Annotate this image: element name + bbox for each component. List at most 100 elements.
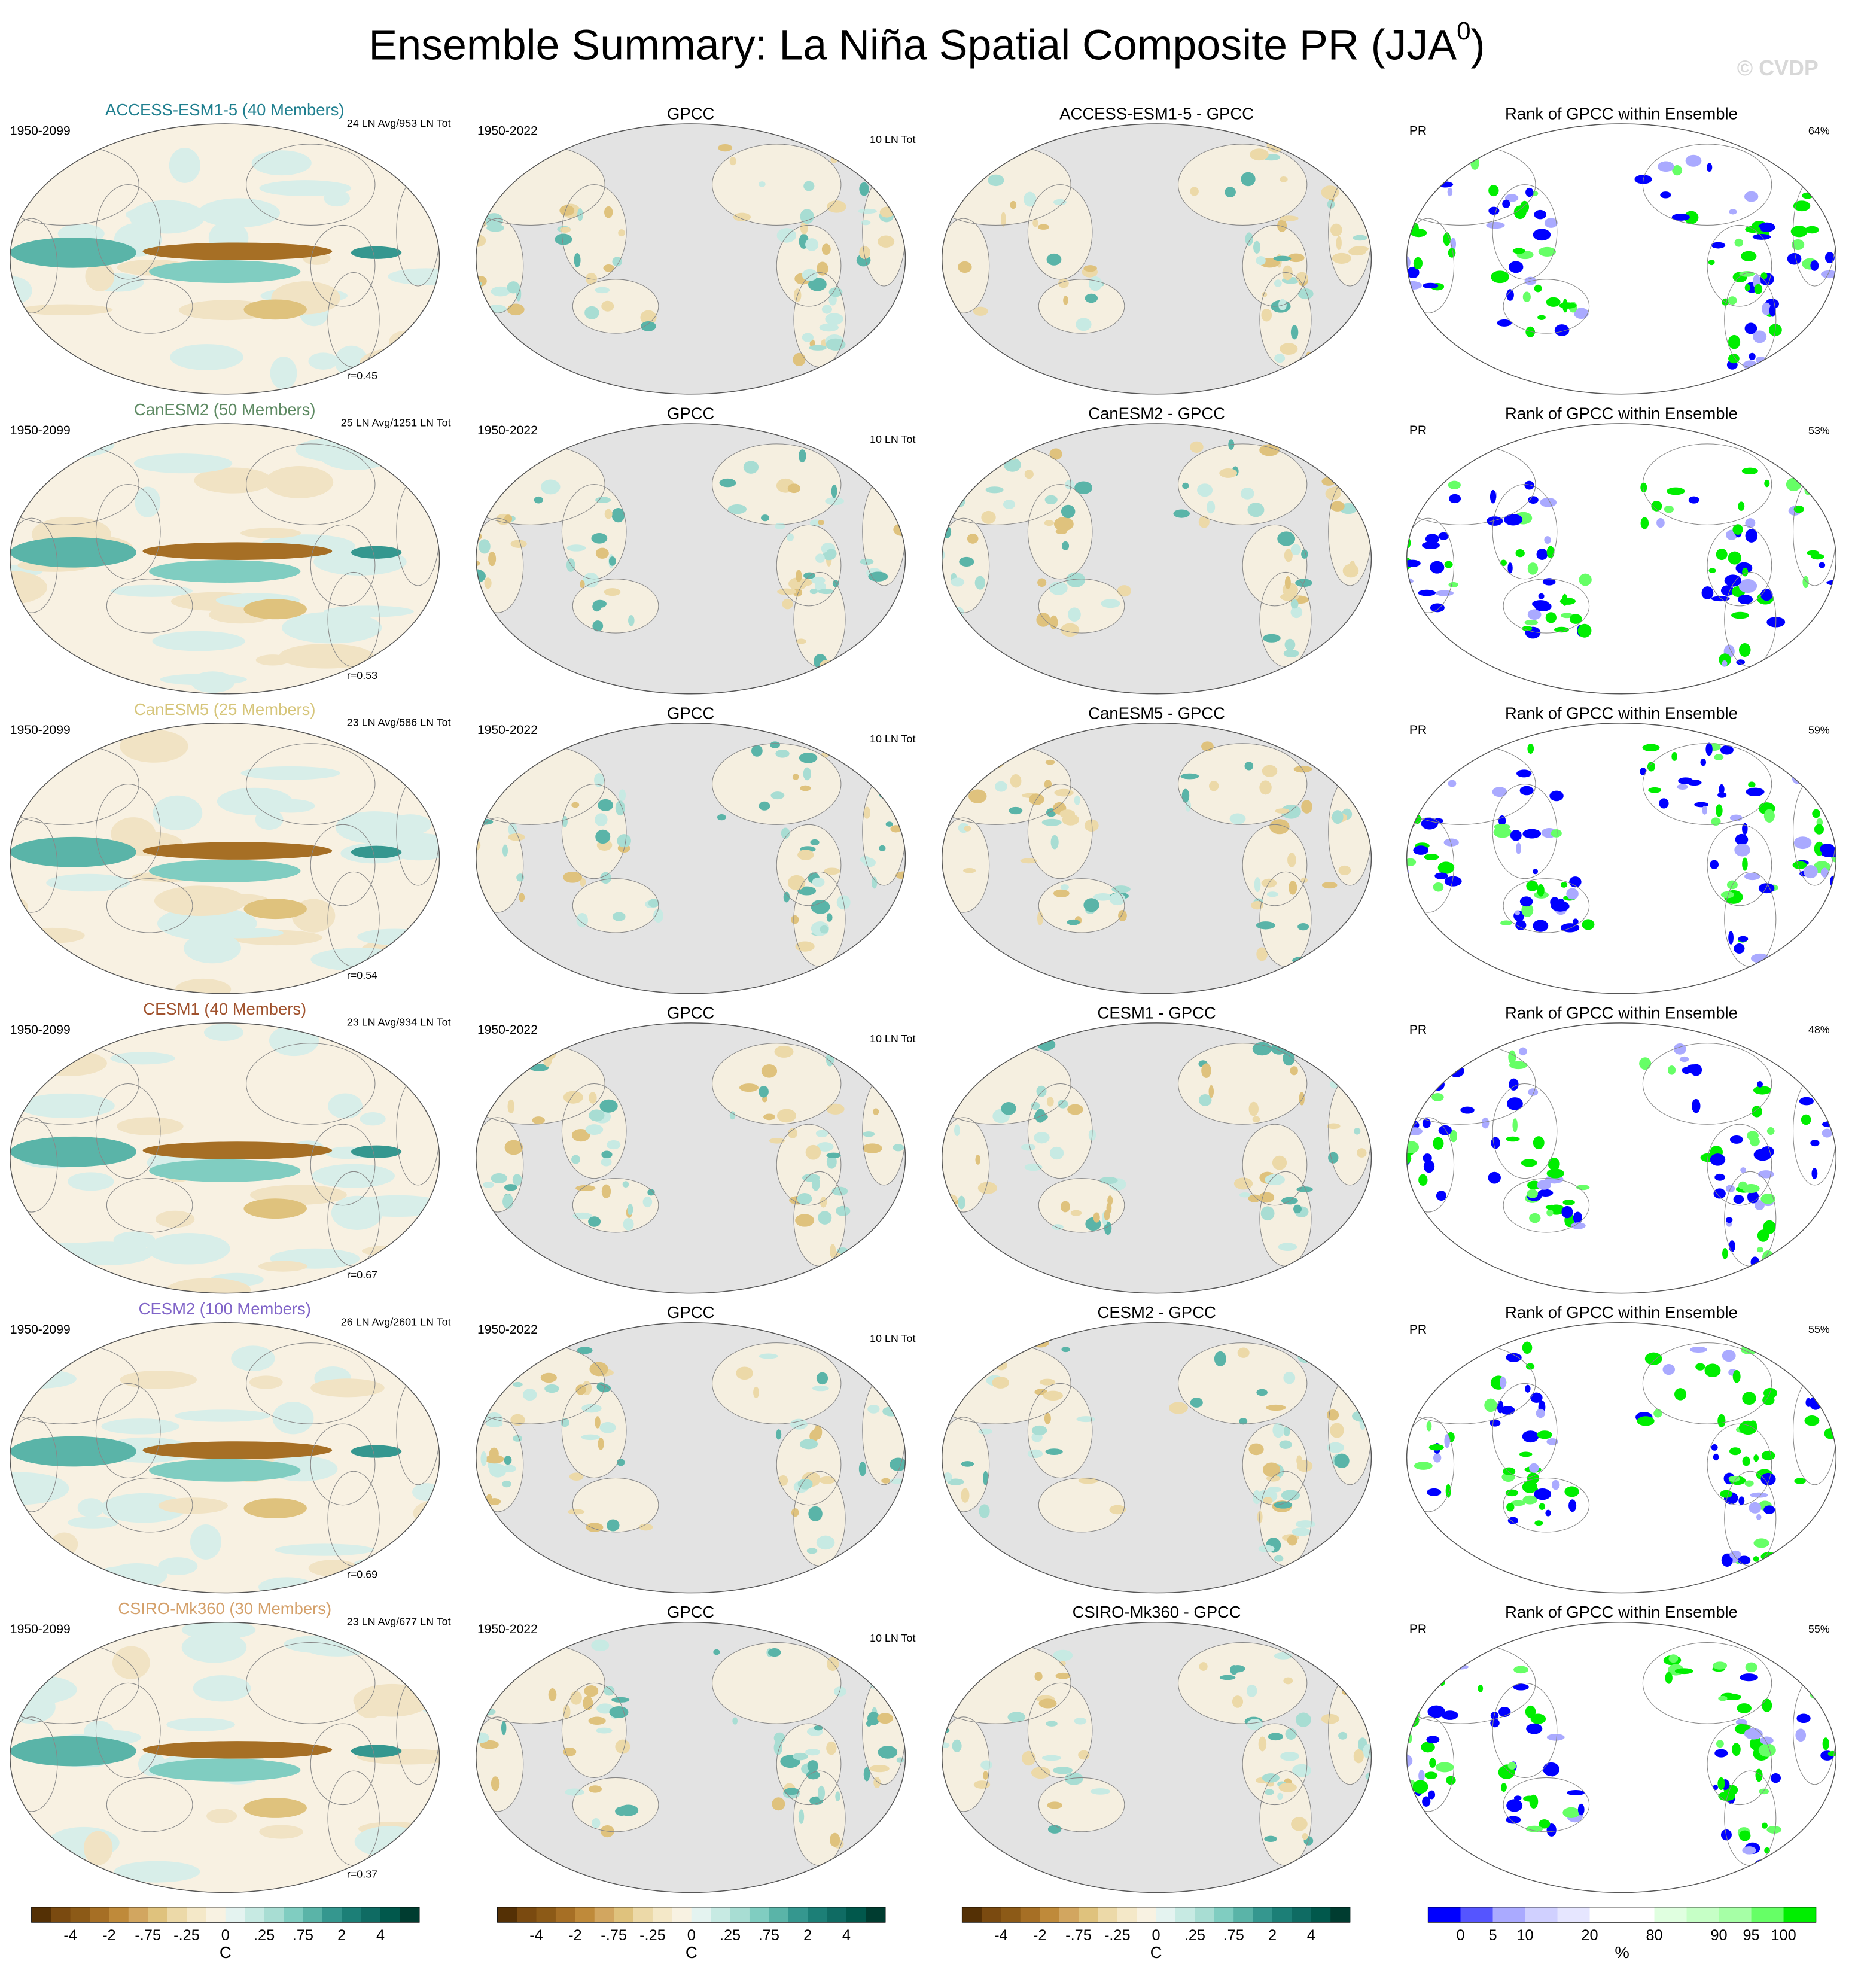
map-patch (1677, 784, 1689, 790)
map-patch (1714, 1173, 1725, 1181)
map-patch (1001, 212, 1006, 227)
map-patch (879, 845, 886, 852)
map-patch (1740, 1673, 1758, 1682)
map-patch (615, 800, 625, 816)
map-patch (1262, 634, 1281, 643)
map-patch (351, 845, 402, 858)
map-patch (1713, 1188, 1726, 1199)
map-patch (733, 212, 751, 221)
map-patch (1088, 276, 1102, 291)
map-patch (1277, 531, 1296, 546)
map-patch (1424, 1771, 1438, 1779)
map-patch (1084, 819, 1099, 832)
map-patch (1406, 833, 1409, 844)
map-patch (504, 1456, 512, 1465)
map-patch (1448, 480, 1461, 489)
map-patch (1031, 1767, 1051, 1779)
map-patch (822, 552, 836, 561)
colorbar-box (322, 1907, 342, 1923)
pattern-correlation: r=0.67 (347, 1269, 377, 1281)
map-patch (1491, 1137, 1500, 1149)
map-patch (1422, 1796, 1431, 1807)
map-patch (1742, 823, 1748, 835)
map-patch (1506, 1503, 1515, 1512)
map-patch (476, 895, 486, 906)
colorbar-tick-label: 20 (1581, 1927, 1598, 1944)
map-patch (1229, 813, 1246, 824)
coastline (1503, 579, 1590, 634)
map-patch (1546, 1823, 1557, 1837)
map-patch (1530, 1392, 1543, 1403)
map-patch (800, 209, 814, 224)
map-patch (942, 1799, 947, 1805)
map-patch (836, 1205, 851, 1216)
map-patch (120, 1371, 197, 1389)
map-patch (1742, 1392, 1756, 1405)
coastline (1027, 1083, 1093, 1179)
map-patch (1342, 1689, 1356, 1696)
map-patch (510, 540, 527, 548)
map-patch (1431, 1093, 1444, 1101)
map-patch (727, 504, 747, 514)
map-patch (259, 180, 352, 196)
map-patch (1762, 1698, 1772, 1712)
map-patch (1506, 1816, 1521, 1824)
figure-title: Ensemble Summary: La Niña Spatial Compos… (368, 17, 1485, 69)
coastline (10, 517, 58, 613)
coastline (106, 878, 193, 933)
map-patch (10, 1369, 77, 1389)
map-patch (1049, 581, 1068, 595)
map-patch (981, 510, 996, 524)
map-patch (1500, 1376, 1506, 1389)
coastline (95, 1383, 161, 1479)
map-patch (1760, 1194, 1775, 1204)
map-patch (28, 1050, 107, 1077)
map-patch (954, 143, 973, 150)
coastline (1642, 1642, 1772, 1724)
map-patch (1406, 1110, 1411, 1116)
map-patch (1332, 810, 1344, 824)
map-patch (1744, 1480, 1754, 1487)
colorbar-box (981, 1907, 1001, 1923)
map-patch (1813, 1678, 1827, 1692)
diff-title: CESM1 - GPCC (1098, 1003, 1216, 1022)
period: 1950-2099 (10, 1323, 71, 1337)
map-patch (1668, 1654, 1679, 1663)
colorbar-tick-label: -2 (1033, 1927, 1047, 1944)
map-patch (835, 1791, 840, 1801)
percent: 55% (1808, 1323, 1830, 1335)
map-patch (1285, 1728, 1297, 1740)
map-patch (555, 233, 572, 245)
coastline (246, 443, 376, 525)
map-patch (1825, 510, 1833, 519)
map-patch (362, 1245, 425, 1257)
map-patch (1573, 308, 1589, 319)
map-patch (959, 556, 974, 567)
map-patch (1408, 465, 1414, 474)
map-patch (1672, 165, 1683, 176)
map-patch (1354, 1079, 1364, 1094)
map-patch (1817, 185, 1834, 200)
map-patch (1486, 221, 1505, 229)
land (572, 579, 659, 634)
map-patch (1671, 752, 1677, 761)
colorbar-tick-label: 4 (376, 1927, 385, 1944)
map-patch (1722, 1248, 1728, 1259)
map-patch (1287, 1535, 1298, 1546)
map-patch (243, 899, 307, 920)
map-patch (1546, 1168, 1564, 1179)
map-patch (809, 345, 827, 351)
map-patch (1214, 1351, 1226, 1366)
map-patch (961, 1488, 970, 1503)
map-patch (1527, 562, 1539, 575)
colorbar-tick-label: -4 (529, 1927, 543, 1944)
map-patch (793, 352, 806, 367)
map-patch (1074, 1718, 1087, 1725)
map-patch (1536, 1408, 1545, 1418)
map-patch (1708, 259, 1715, 266)
colorbar-box (536, 1907, 556, 1923)
map-patch (961, 744, 982, 753)
variable: PR (1409, 424, 1427, 437)
map (10, 1622, 440, 1893)
map-patch (1247, 1719, 1263, 1731)
